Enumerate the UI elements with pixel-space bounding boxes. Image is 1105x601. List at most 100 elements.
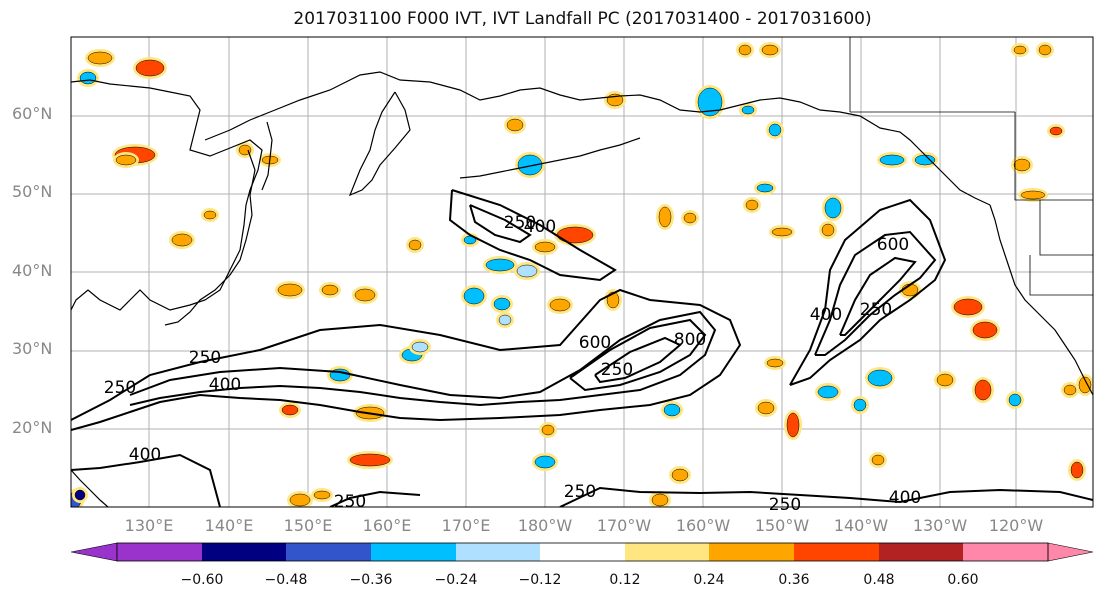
lon-label: 130°W — [912, 516, 968, 535]
colorbar-segment — [456, 543, 540, 561]
lat-label: 40°N — [12, 261, 53, 280]
contour-label: 250 — [104, 378, 136, 398]
contour-label: 400 — [889, 488, 921, 508]
pc-shading-patch — [1013, 158, 1031, 172]
pc-shading-patch — [974, 379, 992, 401]
map-title: 2017031100 F000 IVT, IVT Landfall PC (20… — [293, 9, 872, 29]
lon-label: 170°E — [441, 516, 491, 535]
lat-label: 20°N — [12, 418, 53, 437]
pc-shading-patch — [761, 44, 779, 56]
pc-shading-patch — [683, 212, 697, 224]
political-borders — [849, 37, 1093, 296]
pc-shading-patch — [738, 44, 752, 56]
contour-label: 250 — [860, 300, 892, 320]
pc-shading-patch — [115, 154, 137, 166]
pc-shading-patch — [914, 154, 936, 166]
pc-shading-patch — [74, 489, 86, 501]
pc-shading-patch — [658, 206, 672, 228]
pc-shading-patch — [534, 241, 556, 253]
pc-shading-patch — [411, 341, 429, 353]
pc-shading-patch — [766, 358, 784, 368]
pc-shading-patch — [741, 105, 755, 115]
contour-400-north — [469, 204, 532, 244]
coastline-alaska — [619, 94, 991, 206]
lon-label: 180°W — [517, 516, 573, 535]
pc-shading-patch — [549, 298, 571, 312]
lat-label: 50°N — [12, 182, 53, 201]
contour-800-central — [594, 336, 682, 384]
pc-shading-patch — [1038, 44, 1052, 56]
pc-shading-patch — [768, 123, 782, 137]
colorbar-tick: −0.48 — [264, 572, 308, 588]
pc-shading-patch — [1078, 376, 1092, 394]
colorbar-extend-high — [1047, 542, 1094, 562]
lon-label: 140°W — [833, 516, 889, 535]
pc-shading-patch — [408, 239, 422, 251]
pc-shading-patch — [87, 51, 113, 65]
pc-shading-patch — [745, 199, 759, 211]
coastline-sakhalin — [261, 121, 273, 191]
pc-shading-patch — [817, 385, 839, 399]
pc-shading-patch — [321, 284, 339, 296]
lon-label: 160°E — [362, 516, 412, 535]
pc-shading-patch — [1063, 384, 1077, 396]
lon-label: 160°W — [675, 516, 731, 535]
colorbar-tick: −0.60 — [180, 572, 224, 588]
lat-label: 60°N — [12, 104, 53, 123]
lon-label: 150°E — [283, 516, 333, 535]
lat-label: 30°N — [12, 339, 53, 358]
contour-label: 400 — [209, 375, 241, 395]
colorbar-tick: −0.24 — [434, 572, 478, 588]
pc-shading-patch — [853, 398, 867, 412]
pc-shading-patch — [354, 288, 376, 302]
pc-shading-patch — [786, 412, 800, 438]
lon-label: 140°E — [204, 516, 254, 535]
pc-shading-patch — [238, 144, 252, 156]
contour-label: 400 — [524, 217, 556, 237]
pc-shading-patch — [756, 183, 774, 193]
pc-shading-patch — [506, 118, 524, 132]
pc-shading-patch — [757, 401, 775, 415]
colorbar-segment — [117, 543, 202, 561]
colorbar-tick: 0.24 — [693, 572, 725, 588]
contour-label: 600 — [877, 235, 909, 255]
pc-shading-patch — [517, 154, 543, 176]
pc-shading-patch — [651, 493, 669, 507]
pc-shading-patch — [556, 226, 594, 244]
coastline-philippines — [71, 469, 109, 507]
pc-shading-patch — [281, 404, 299, 416]
coastline-aleutians — [459, 137, 641, 179]
contour-label: 250 — [504, 213, 536, 233]
contour-label: 400 — [810, 305, 842, 325]
colorbar-frame — [116, 542, 1049, 562]
contour-250-east — [789, 198, 947, 386]
pc-shading-patch — [493, 297, 511, 311]
contour-400-east — [814, 230, 937, 356]
colorbar-tick: 0.36 — [778, 572, 810, 588]
colorbar-segment — [625, 543, 709, 561]
colorbar-segment — [286, 543, 371, 561]
contour-600-central — [569, 318, 707, 392]
contour-600-east — [839, 256, 917, 336]
pc-shading-patch — [824, 197, 842, 219]
pc-shading-patch — [972, 321, 998, 339]
colorbar-tick: 0.12 — [609, 572, 641, 588]
pc-shading-patch — [135, 59, 165, 77]
ivt-contours — [71, 189, 1093, 507]
pc-shading-patch — [879, 154, 905, 166]
lon-label: 150°W — [754, 516, 810, 535]
pc-shading-patch — [516, 264, 538, 278]
pc-shading-patch — [534, 455, 556, 469]
pc-shading-patch — [1013, 45, 1027, 55]
pc-shading-patch — [936, 373, 954, 387]
pc-shading — [71, 42, 1093, 507]
colorbar-tick: 0.48 — [863, 572, 895, 588]
contour-label: 250 — [564, 482, 596, 502]
lon-label: 120°W — [988, 516, 1044, 535]
colorbar-segment — [963, 543, 1048, 561]
pc-shading-patch — [1049, 126, 1063, 136]
contour-label: 250 — [769, 495, 801, 515]
contour-label: 250 — [189, 348, 221, 368]
pc-shading-patch — [821, 223, 835, 237]
